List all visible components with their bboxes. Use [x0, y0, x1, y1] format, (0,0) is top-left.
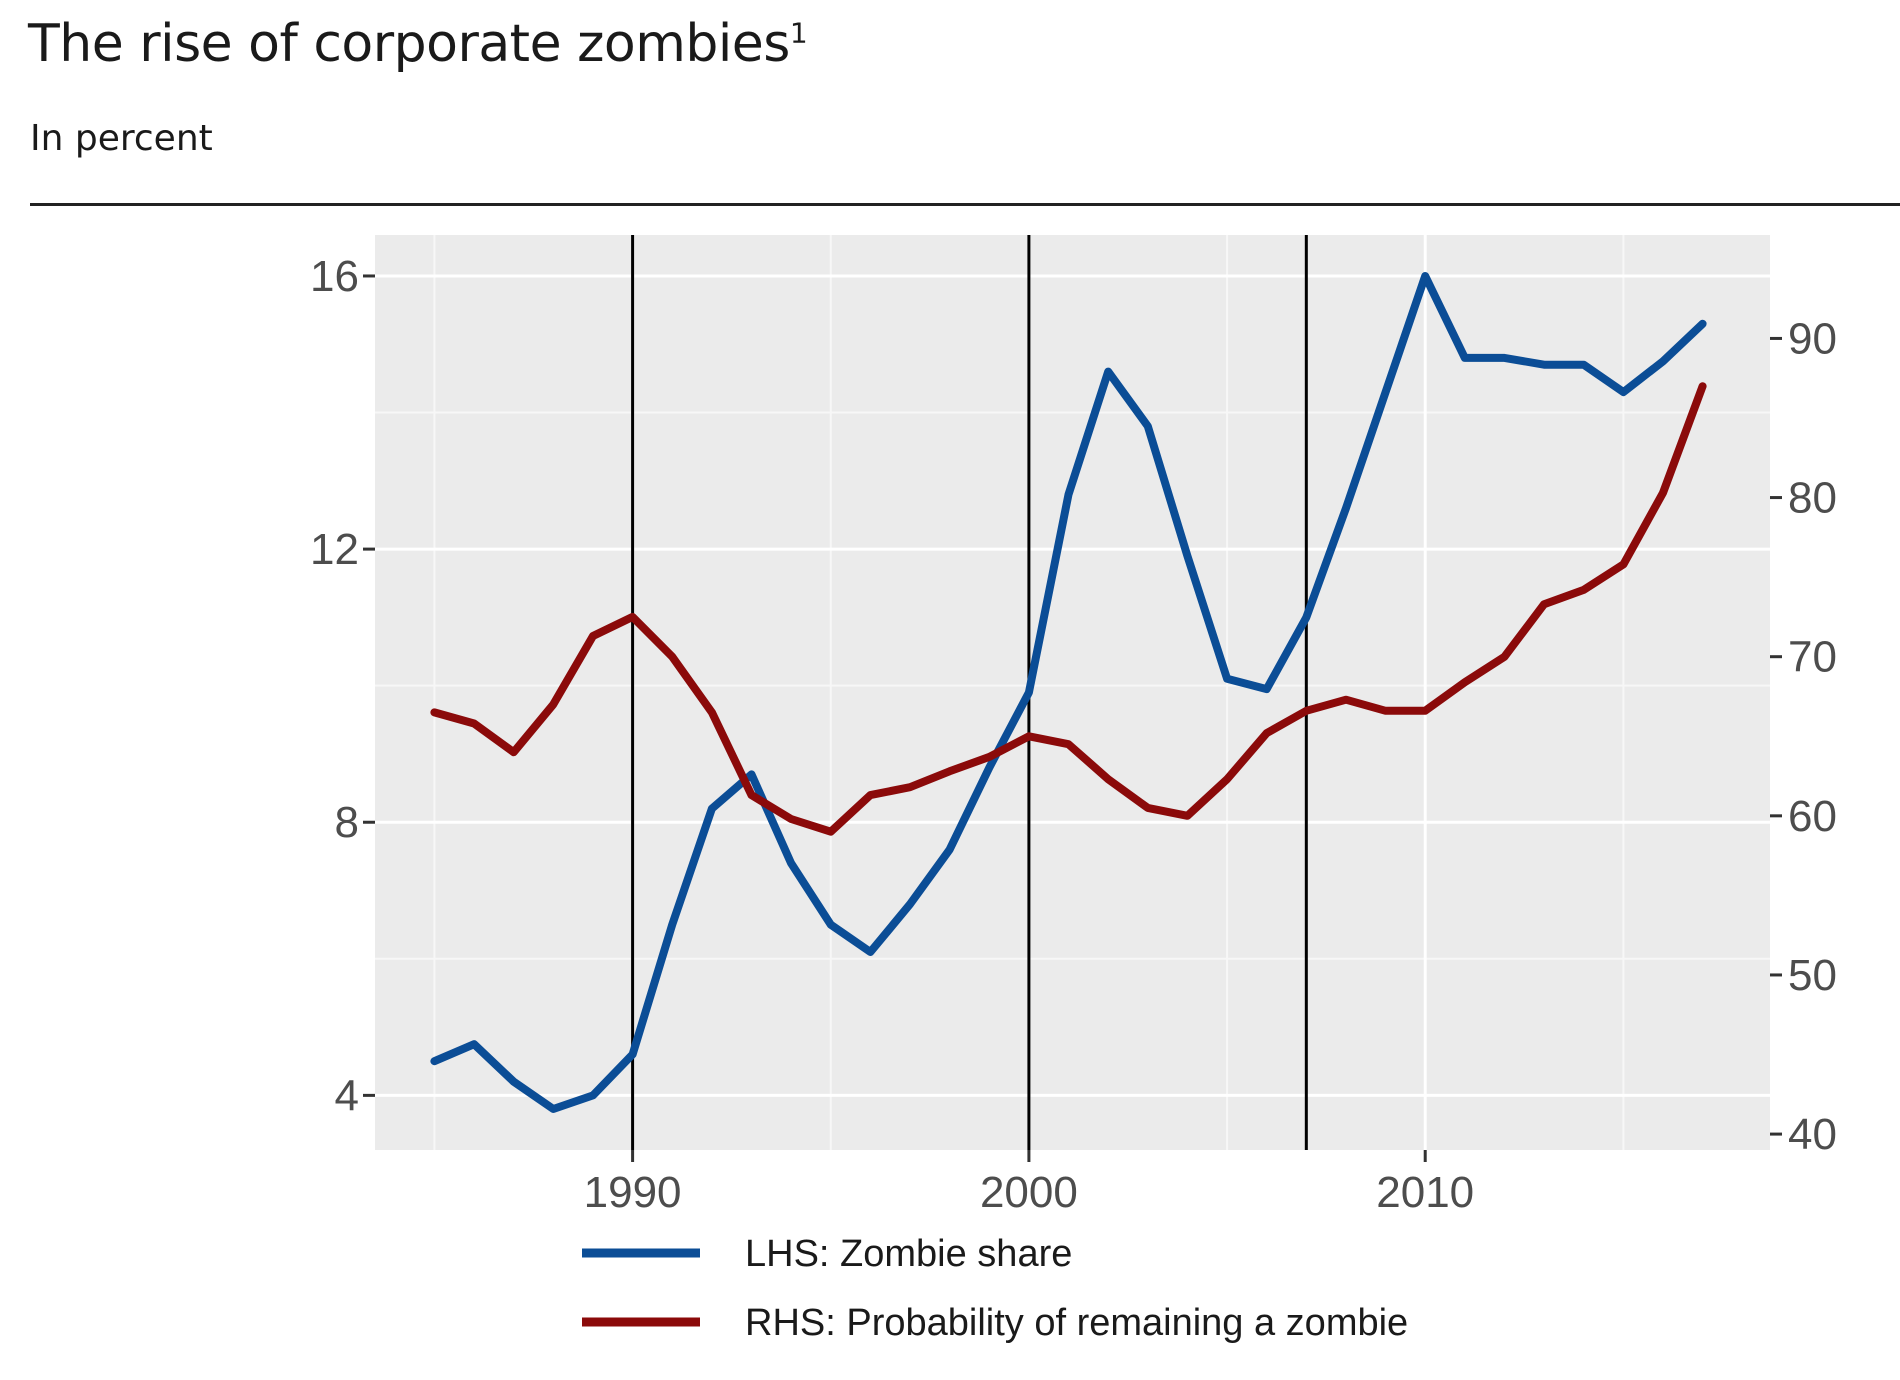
left-tick-label: 16 [310, 252, 359, 301]
x-axis: 1990 2000 2010 [584, 1150, 1474, 1217]
right-axis: 40 50 60 70 80 90 [1770, 314, 1837, 1159]
right-tick-label: 40 [1788, 1110, 1837, 1159]
right-tick-label: 70 [1788, 633, 1837, 682]
right-tick-label: 60 [1788, 792, 1837, 841]
title-divider [30, 203, 1900, 206]
chart-title-text: The rise of corporate zombies [28, 14, 790, 74]
series-lines [430, 272, 1707, 1113]
legend-label: RHS: Probability of remaining a zombie [745, 1302, 1408, 1344]
right-tick-label: 80 [1788, 474, 1837, 523]
x-tick-label: 2010 [1376, 1168, 1474, 1217]
chart-subtitle: In percent [30, 118, 213, 159]
x-tick-label: 2000 [980, 1168, 1078, 1217]
right-tick-label: 90 [1788, 314, 1837, 363]
legend-label: LHS: Zombie share [745, 1233, 1072, 1275]
legend: LHS: Zombie share RHS: Probability of rem… [582, 1233, 1408, 1344]
series-line [430, 382, 1707, 836]
right-tick-label: 50 [1788, 951, 1837, 1000]
plot-background [375, 235, 1770, 1150]
series-line [430, 272, 1707, 1113]
left-tick-label: 12 [310, 525, 359, 574]
title-footnote-marker: 1 [789, 16, 808, 50]
chart-title: The rise of corporate zombies1 [28, 14, 808, 74]
left-axis: 4 8 12 16 [310, 252, 375, 1120]
x-tick-label: 1990 [584, 1168, 682, 1217]
left-tick-label: 8 [335, 798, 359, 847]
left-tick-label: 4 [335, 1071, 359, 1120]
